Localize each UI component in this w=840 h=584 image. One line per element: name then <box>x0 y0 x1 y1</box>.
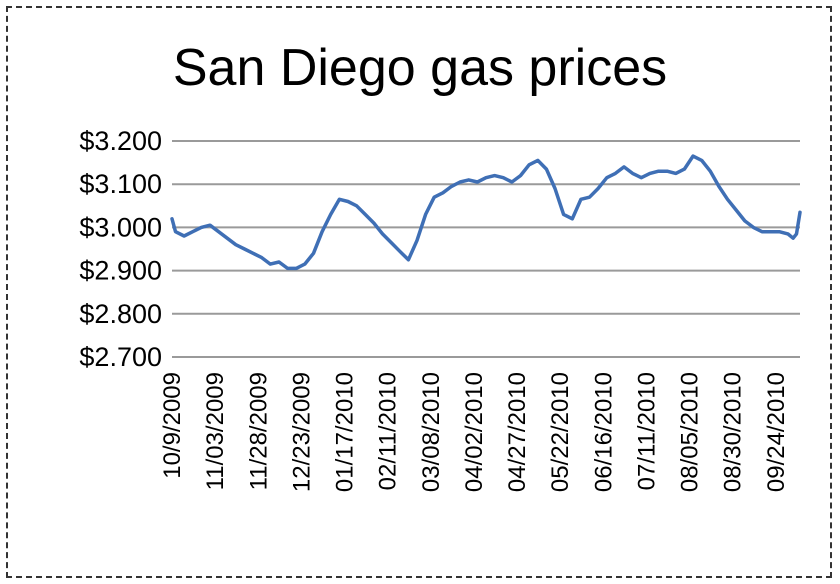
y-tick-label: $2.700 <box>79 342 162 372</box>
y-tick-label: $3.100 <box>79 169 162 199</box>
x-tick-label: 04/02/2010 <box>461 372 488 492</box>
x-tick-label: 02/11/2010 <box>375 372 402 490</box>
chart-title: San Diego gas prices <box>172 39 668 97</box>
y-tick-label: $3.000 <box>79 212 162 242</box>
y-tick-label: $2.900 <box>79 256 162 286</box>
y-tick-label: $2.800 <box>79 299 162 329</box>
chart-frame <box>6 6 832 578</box>
x-tick-label: 07/11/2010 <box>633 372 660 490</box>
x-tick-label: 04/27/2010 <box>504 372 531 492</box>
x-tick-label: 11/28/2009 <box>245 372 272 490</box>
series-line <box>170 154 802 271</box>
gridlines <box>172 140 800 358</box>
x-tick-label: 05/22/2010 <box>547 372 574 492</box>
series-group <box>170 154 802 271</box>
x-tick-label: 01/17/2010 <box>332 372 359 492</box>
x-tick-label: 11/03/2009 <box>202 372 229 490</box>
x-tick-label: 08/30/2010 <box>720 372 747 492</box>
x-tick-label: 06/16/2010 <box>590 372 617 492</box>
y-tick-label: $3.200 <box>79 126 162 156</box>
x-tick-label: 09/24/2010 <box>763 372 790 492</box>
x-tick-label: 10/9/2009 <box>159 372 186 479</box>
y-tick-labels: $3.200 $3.100 $3.000 $2.900 $2.800 $2.700 <box>79 126 162 372</box>
x-tick-label: 03/08/2010 <box>418 372 445 492</box>
x-tick-label: 12/23/2009 <box>288 372 315 492</box>
x-tick-label: 08/05/2010 <box>677 372 704 492</box>
x-tick-labels: 10/9/2009 11/03/2009 11/28/2009 12/23/2009 0… <box>159 372 790 492</box>
